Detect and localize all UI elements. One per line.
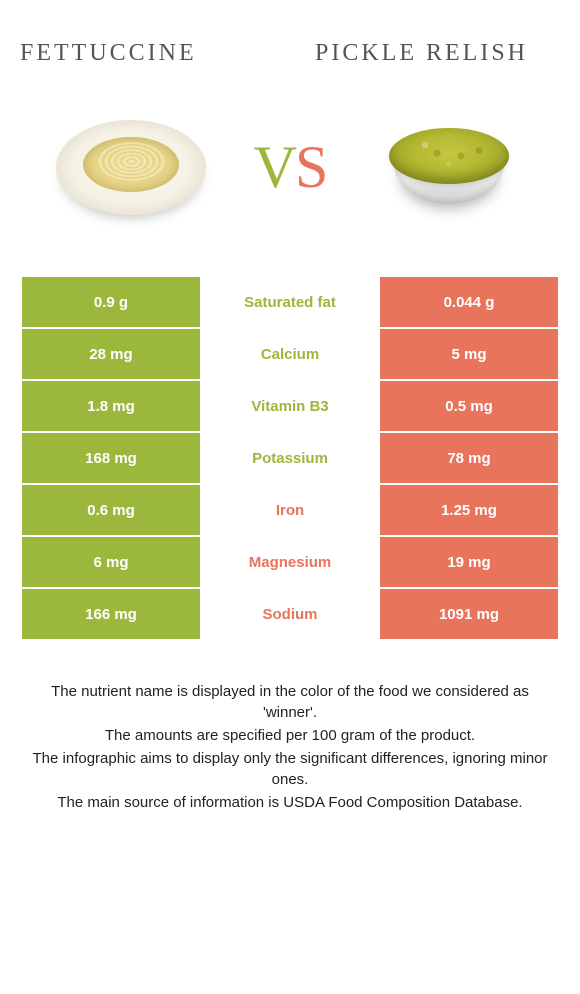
value-right: 0.5 mg [380,381,558,431]
table-row: 166 mgSodium1091 mg [22,589,558,641]
footer-line: The amounts are specified per 100 gram o… [24,725,556,746]
value-left: 28 mg [22,329,200,379]
nutrient-name: Calcium [200,329,380,379]
header: FETTUCCINE PICKLE RELISH [0,0,580,87]
food-image-right [369,102,529,232]
nutrient-name: Vitamin B3 [200,381,380,431]
footer-line: The main source of information is USDA F… [24,792,556,813]
vs-s: S [295,134,326,200]
fettuccine-icon [56,120,206,215]
food-image-left [51,102,211,232]
value-right: 1091 mg [380,589,558,639]
footer-line: The infographic aims to display only the… [24,748,556,790]
value-left: 168 mg [22,433,200,483]
table-row: 28 mgCalcium5 mg [22,329,558,381]
footer-line: The nutrient name is displayed in the co… [24,681,556,723]
value-left: 0.6 mg [22,485,200,535]
nutrient-name: Potassium [200,433,380,483]
nutrient-name: Sodium [200,589,380,639]
nutrient-table: 0.9 gSaturated fat0.044 g28 mgCalcium5 m… [22,277,558,641]
vs-label: VS [254,133,327,202]
table-row: 0.6 mgIron1.25 mg [22,485,558,537]
vs-v: V [254,134,295,200]
table-row: 6 mgMagnesium19 mg [22,537,558,589]
value-left: 0.9 g [22,277,200,327]
table-row: 0.9 gSaturated fat0.044 g [22,277,558,329]
value-left: 1.8 mg [22,381,200,431]
food-title-right: PICKLE RELISH [265,40,560,67]
nutrient-name: Iron [200,485,380,535]
value-right: 5 mg [380,329,558,379]
nutrient-name: Magnesium [200,537,380,587]
value-left: 6 mg [22,537,200,587]
value-right: 78 mg [380,433,558,483]
footer-notes: The nutrient name is displayed in the co… [24,681,556,813]
value-right: 1.25 mg [380,485,558,535]
table-row: 168 mgPotassium78 mg [22,433,558,485]
nutrient-name: Saturated fat [200,277,380,327]
images-row: VS [0,87,580,267]
value-right: 19 mg [380,537,558,587]
pickle-relish-icon [384,120,514,215]
value-right: 0.044 g [380,277,558,327]
table-row: 1.8 mgVitamin B30.5 mg [22,381,558,433]
value-left: 166 mg [22,589,200,639]
food-title-left: FETTUCCINE [20,40,265,67]
